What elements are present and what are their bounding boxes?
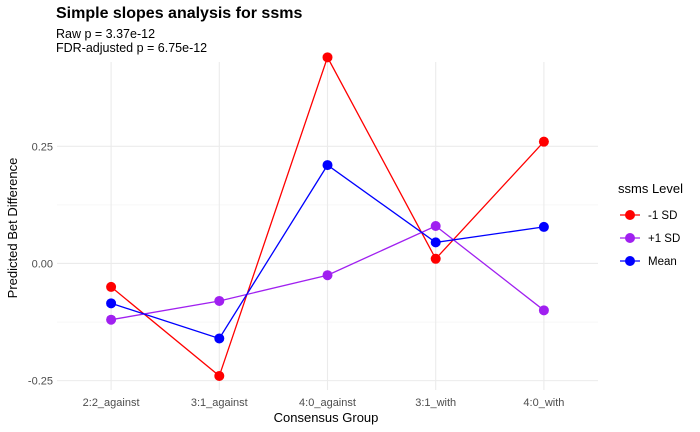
x-tick-label: 4:0_with: [523, 397, 564, 409]
x-tick-label: 3:1_against: [191, 397, 248, 409]
series-layer: [106, 52, 549, 381]
legend-label: Mean: [648, 256, 677, 268]
data-point-1-sd: [430, 253, 441, 264]
data-point-1-sd: [430, 221, 441, 231]
data-point-1-sd: [106, 314, 117, 325]
data-point-mean: [106, 298, 117, 309]
grid-layer: [57, 62, 598, 390]
x-axis-title: Consensus Group: [274, 410, 379, 425]
data-point-1-sd: [322, 52, 333, 63]
x-tick-label: 4:0_against: [299, 397, 356, 409]
chart-title: Simple slopes analysis for ssms: [56, 5, 303, 22]
data-point-1-sd: [106, 281, 117, 292]
data-point-1-sd: [322, 270, 333, 281]
x-tick-label: 3:1_with: [415, 397, 456, 409]
data-point-1-sd: [538, 136, 549, 147]
data-point-mean: [430, 237, 441, 248]
data-point-mean: [322, 160, 333, 171]
chart-subtitle-fdr-p: FDR-adjusted p = 6.75e-12: [56, 41, 208, 55]
y-tick-label: -0.25: [28, 376, 53, 388]
legend-title: ssms Level: [618, 181, 683, 196]
chart-subtitle-raw-p: Raw p = 3.37e-12: [56, 27, 156, 41]
data-point-1-sd: [214, 370, 225, 381]
y-tick-label: 0.25: [32, 141, 53, 153]
legend-key-point: [625, 210, 635, 220]
x-tick-label: 2:2_against: [83, 397, 140, 409]
data-point-1-sd: [214, 295, 225, 306]
legend-label: -1 SD: [648, 210, 677, 222]
y-axis-title: Predicted Bet Difference: [5, 158, 20, 299]
axis-layer: -0.25 0.00 0.25 2:2_against 3:1_against 4:0_a…: [28, 141, 564, 409]
legend: ssms Level -1 SD +1 SD Mean: [618, 181, 683, 268]
legend-label: +1 SD: [648, 233, 680, 245]
y-tick-label: 0.00: [32, 258, 53, 270]
data-point-mean: [538, 221, 549, 232]
legend-key-point: [625, 256, 635, 266]
data-point-1-sd: [538, 305, 549, 316]
data-point-mean: [214, 333, 225, 344]
legend-key-point: [625, 233, 635, 243]
